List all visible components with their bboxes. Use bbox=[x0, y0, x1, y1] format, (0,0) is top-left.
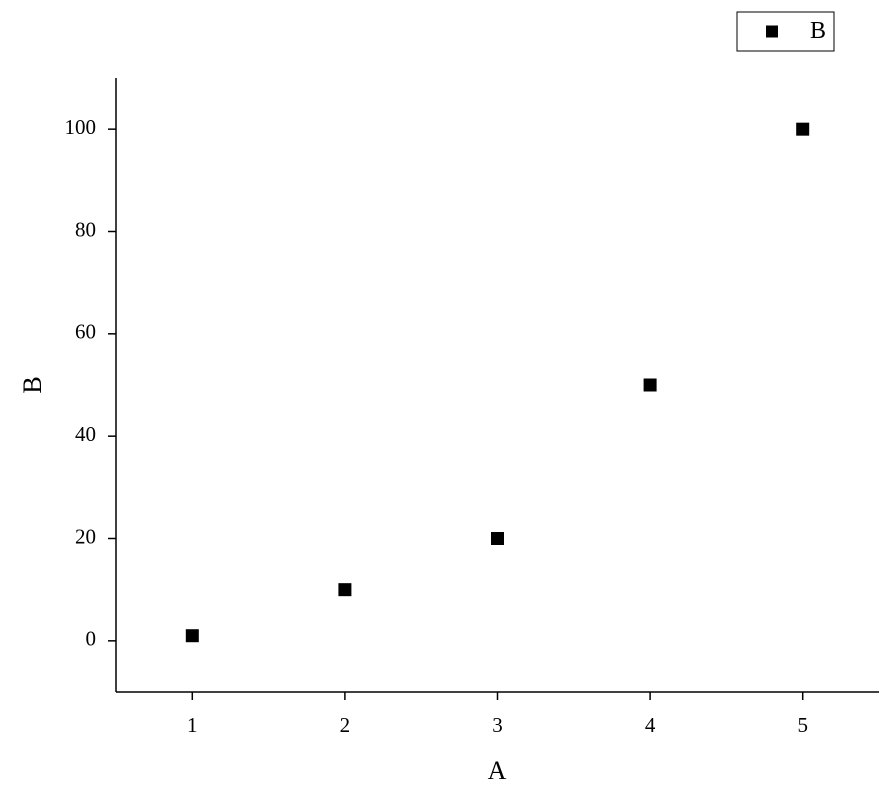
marker bbox=[491, 532, 504, 545]
marker bbox=[643, 378, 657, 392]
x-tick-label: 4 bbox=[645, 713, 656, 737]
y-tick-label: 40 bbox=[75, 422, 96, 446]
x-axis-label: A bbox=[488, 756, 507, 785]
x-tick-label: 5 bbox=[797, 713, 808, 737]
legend-box bbox=[736, 11, 835, 52]
y-tick-label: 20 bbox=[75, 524, 96, 548]
x-tick-label: 2 bbox=[340, 713, 351, 737]
marker bbox=[338, 583, 352, 597]
x-tick-label: 3 bbox=[492, 713, 503, 737]
legend-label: B bbox=[810, 18, 826, 44]
y-axis-label: B bbox=[18, 376, 47, 393]
y-tick-label: 0 bbox=[86, 627, 97, 651]
x-tick-label: 1 bbox=[187, 713, 198, 737]
marker bbox=[185, 629, 199, 643]
y-tick-label: 60 bbox=[75, 320, 96, 344]
marker bbox=[796, 122, 810, 136]
legend-marker bbox=[766, 25, 778, 38]
y-tick-label: 80 bbox=[75, 217, 96, 241]
y-tick-label: 100 bbox=[65, 115, 97, 139]
